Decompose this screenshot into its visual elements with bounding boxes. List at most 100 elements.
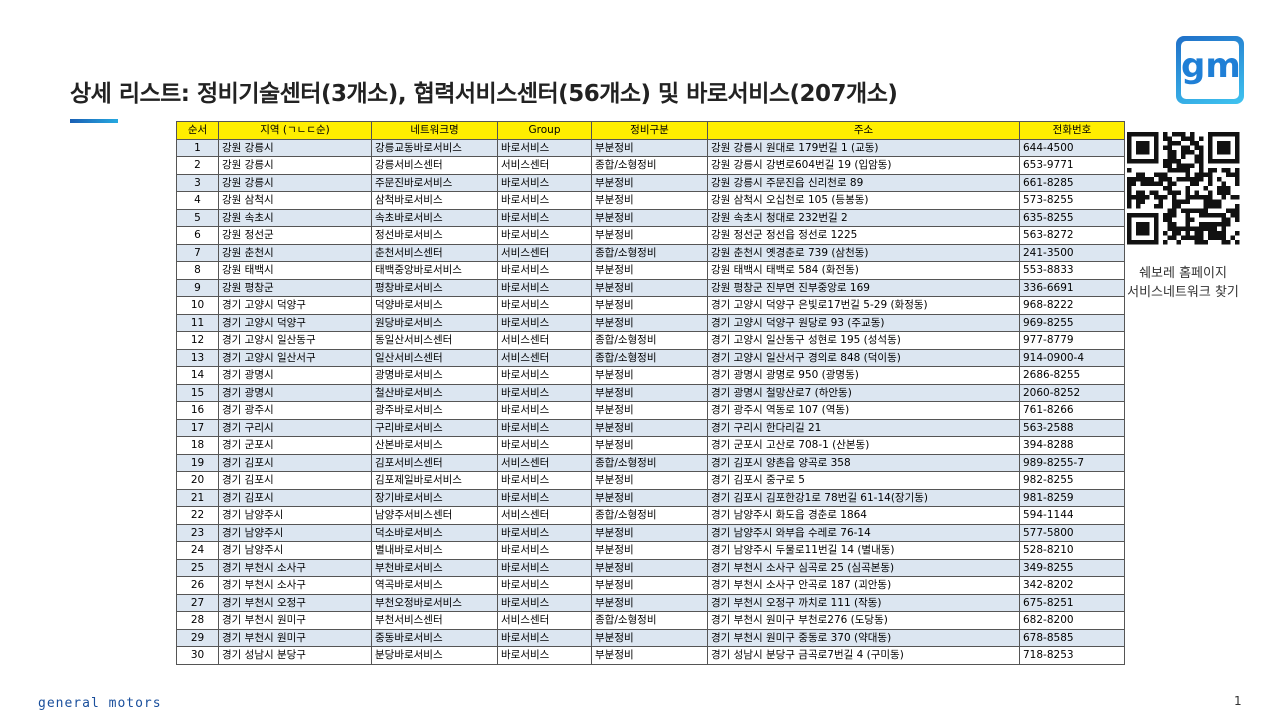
qr-module (1172, 204, 1177, 209)
cell: 30 (176, 646, 219, 665)
cell: 역곡바로서비스 (371, 576, 498, 595)
cell: 28 (176, 611, 219, 630)
qr-module (1163, 240, 1168, 245)
cell: 부천오정바로서비스 (371, 593, 498, 612)
qr-module (1217, 222, 1222, 227)
qr-module (1172, 141, 1177, 146)
cell: 종합/소형정비 (591, 506, 708, 525)
cell: 강원 강릉시 (218, 156, 372, 175)
qr-module (1131, 177, 1136, 182)
qr-module (1226, 208, 1231, 213)
qr-module (1185, 195, 1190, 200)
table-row: 15 경기 광명시 철산바로서비스 바로서비스 부분정비 경기 광명시 철망산로7 (하안… (176, 383, 1125, 402)
qr-module (1167, 163, 1172, 168)
qr-module (1136, 204, 1141, 209)
cell: 부분정비 (591, 261, 708, 280)
cell: 경기 부천시 소사구 (218, 558, 372, 577)
cell: 종합/소형정비 (591, 611, 708, 630)
cell: 경기 남양주시 (218, 523, 372, 542)
qr-module (1185, 168, 1190, 173)
cell: 경기 남양주시 와부읍 수레로 76-14 (707, 523, 1020, 542)
table-row: 19 경기 김포시 김포서비스센터 서비스센터 종합/소형정비 경기 김포시 양촌읍 양곡… (176, 453, 1125, 472)
cell: 부분정비 (591, 488, 708, 507)
qr-module (1226, 168, 1231, 173)
cell: 서비스센터 (497, 611, 592, 630)
cell: 577-5800 (1019, 523, 1125, 542)
cell: 경기 김포시 양촌읍 양곡로 358 (707, 453, 1020, 472)
qr-module (1140, 190, 1145, 195)
qr-module (1199, 154, 1204, 159)
cell: 563-2588 (1019, 418, 1125, 437)
cell: 강원 태백시 (218, 261, 372, 280)
header-cell: 전화번호 (1019, 121, 1125, 140)
qr-module (1199, 235, 1204, 240)
cell: 동일산서비스센터 (371, 331, 498, 350)
qr-module (1235, 172, 1240, 177)
cell: 강원 삼척시 오십천로 105 (등봉동) (707, 191, 1020, 210)
qr-module (1185, 208, 1190, 213)
cell: 2686-8255 (1019, 366, 1125, 385)
cell: 경기 부천시 원미구 (218, 628, 372, 647)
cell: 강원 속초시 청대로 232번길 2 (707, 208, 1020, 227)
cell: 바로서비스 (497, 296, 592, 315)
qr-module (1203, 213, 1208, 218)
qr-module (1235, 208, 1240, 213)
cell: 16 (176, 401, 219, 420)
qr-module (1235, 177, 1240, 182)
cell: 김포제일바로서비스 (371, 471, 498, 490)
cell: 바로서비스 (497, 646, 592, 665)
cell: 부분정비 (591, 173, 708, 192)
qr-module (1217, 231, 1222, 236)
qr-module (1127, 195, 1132, 200)
qr-module (1194, 195, 1199, 200)
cell: 경기 고양시 덕양구 (218, 296, 372, 315)
table-row: 7 강원 춘천시 춘천서비스센터 서비스센터 종합/소형정비 강원 춘천시 옛경춘로 73… (176, 243, 1125, 262)
qr-module (1176, 141, 1181, 146)
cell: 강원 평창군 진부면 진부중앙로 169 (707, 278, 1020, 297)
qr-module (1154, 204, 1159, 209)
qr-module (1163, 186, 1168, 191)
cell: 부분정비 (591, 523, 708, 542)
qr-module (1194, 190, 1199, 195)
cell: 경기 남양주시 두물로11번길 14 (별내동) (707, 541, 1020, 560)
qr-module (1172, 181, 1177, 186)
qr-module (1199, 145, 1204, 150)
qr-module (1172, 222, 1177, 227)
cell: 부분정비 (591, 208, 708, 227)
qr-module (1199, 136, 1204, 141)
cell: 강원 평창군 (218, 278, 372, 297)
cell: 바로서비스 (497, 523, 592, 542)
cell: 강원 삼척시 (218, 191, 372, 210)
cell: 부분정비 (591, 436, 708, 455)
cell: 원당바로서비스 (371, 313, 498, 332)
cell: 강원 강릉시 (218, 138, 372, 157)
gm-logo: gm (1176, 36, 1244, 104)
cell: 경기 부천시 원미구 중동로 370 (약대동) (707, 628, 1020, 647)
qr-module (1217, 177, 1222, 182)
qr-module (1221, 240, 1226, 245)
qr-module (1199, 213, 1204, 218)
qr-module (1181, 168, 1186, 173)
cell: 10 (176, 296, 219, 315)
qr-module (1221, 168, 1226, 173)
cell: 경기 고양시 덕양구 (218, 313, 372, 332)
cell: 682-8200 (1019, 611, 1125, 630)
qr-module (1235, 240, 1240, 245)
cell: 18 (176, 436, 219, 455)
qr-module (1199, 208, 1204, 213)
qr-module (1145, 181, 1150, 186)
qr-module (1203, 195, 1208, 200)
cell: 바로서비스 (497, 576, 592, 595)
qr-module (1203, 172, 1208, 177)
cell: 종합/소형정비 (591, 453, 708, 472)
qr-module (1176, 240, 1181, 245)
qr-module (1199, 231, 1204, 236)
cell: 강원 춘천시 옛경춘로 739 (삼천동) (707, 243, 1020, 262)
sidebar-text: 서비스네트워크 찾기 (1127, 285, 1239, 300)
cell: 부분정비 (591, 366, 708, 385)
qr-module (1181, 132, 1186, 137)
qr-module (1131, 195, 1136, 200)
cell: 일산서비스센터 (371, 348, 498, 367)
qr-module (1167, 235, 1172, 240)
qr-module (1176, 231, 1181, 236)
